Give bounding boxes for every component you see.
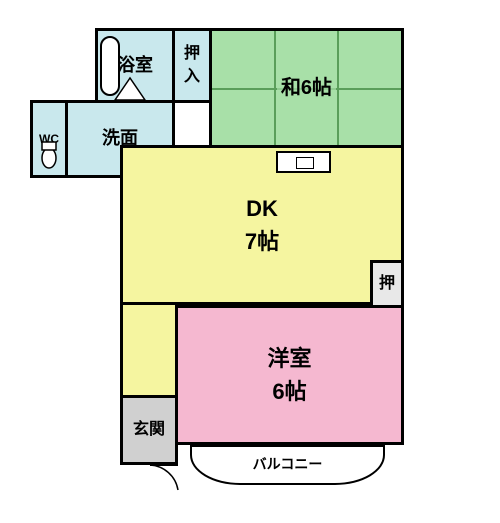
label-closet-2: 押 (379, 273, 395, 295)
room-japanese: 和6帖 (209, 28, 404, 148)
tatami-line-v3 (337, 31, 339, 88)
room-western: 洋室 6帖 (175, 305, 404, 445)
label-bathroom: 浴室 (117, 53, 153, 78)
room-dk: DK 7帖 (120, 145, 404, 305)
sink-icon (276, 151, 331, 173)
toilet-icon (39, 140, 59, 170)
label-genkan: 玄関 (133, 419, 165, 441)
tatami-line-v2 (337, 88, 339, 145)
room-wc: WC (30, 100, 68, 178)
balcony: バルコニー (190, 445, 385, 485)
room-closet-1: 押 入 (172, 28, 212, 103)
label-western-size: 6帖 (272, 374, 306, 406)
floorplan-canvas: WC 洗面 浴室 押 入 和6帖 DK 7帖 (0, 0, 500, 523)
label-japanese: 和6帖 (277, 74, 336, 102)
label-closet-1: 押 入 (184, 43, 200, 88)
label-western: 洋室 (267, 344, 311, 375)
label-dk: DK (246, 194, 278, 225)
label-balcony: バルコニー (253, 455, 323, 475)
room-bathroom: 浴室 (95, 28, 175, 103)
room-closet-2: 押 (370, 260, 404, 308)
label-dk-size: 7帖 (245, 224, 279, 256)
room-genkan: 玄関 (120, 395, 178, 465)
bathtub-icon (100, 36, 120, 96)
